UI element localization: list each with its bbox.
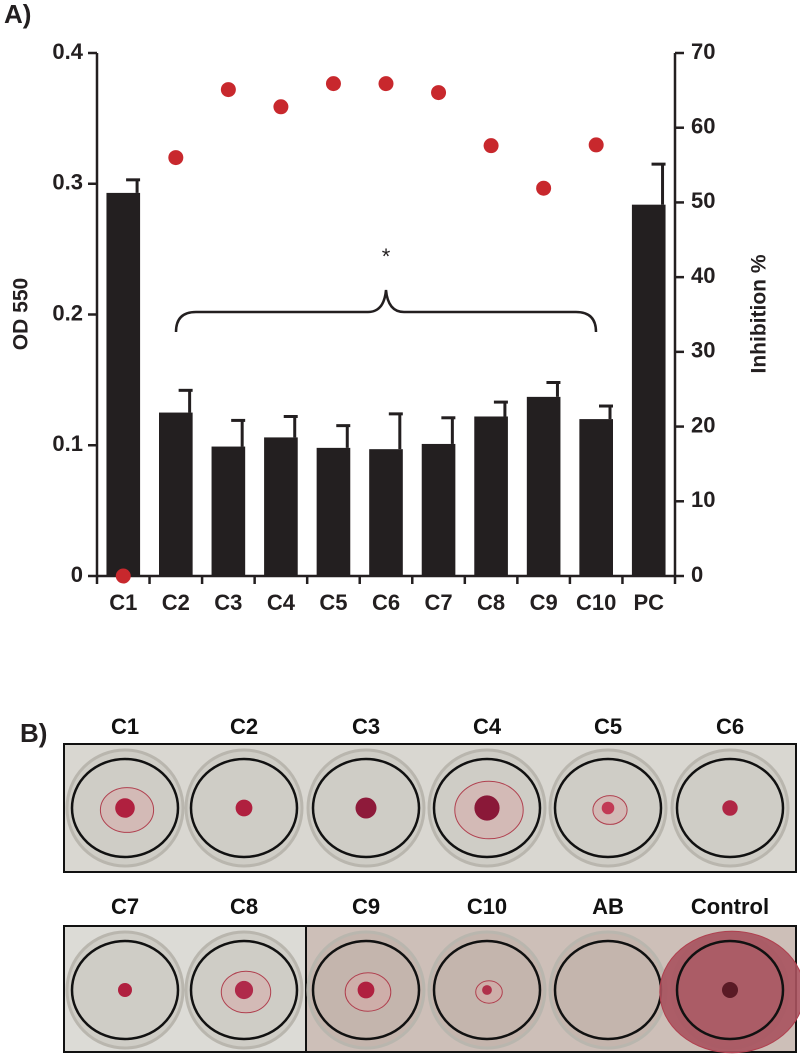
x-tick-label: C7 bbox=[424, 590, 452, 615]
well bbox=[548, 930, 668, 1050]
y2-tick-label: 70 bbox=[691, 39, 715, 64]
well-label: C3 bbox=[352, 714, 380, 739]
y-tick-label: 0.4 bbox=[52, 39, 83, 64]
point bbox=[273, 99, 289, 115]
biofilm-spot bbox=[234, 980, 254, 1000]
point bbox=[325, 76, 341, 92]
x-tick-label: C10 bbox=[576, 590, 616, 615]
y2-tick-label: 50 bbox=[691, 188, 715, 213]
biofilm-spot bbox=[482, 985, 492, 995]
point bbox=[220, 82, 236, 98]
y2-tick-label: 30 bbox=[691, 338, 715, 363]
well-label: C5 bbox=[594, 714, 622, 739]
well-outline bbox=[553, 757, 663, 859]
bar bbox=[474, 416, 508, 576]
point bbox=[588, 137, 604, 153]
well-outline bbox=[432, 757, 542, 859]
well-outline bbox=[311, 757, 421, 859]
well-label: C1 bbox=[111, 714, 139, 739]
bar bbox=[264, 437, 298, 576]
bar bbox=[316, 447, 351, 576]
biofilm-spot bbox=[357, 981, 375, 999]
x-tick-label: C4 bbox=[267, 590, 296, 615]
biofilm-spot bbox=[722, 800, 738, 816]
biofilm-spot bbox=[235, 799, 253, 817]
y2-tick-label: 40 bbox=[691, 263, 715, 288]
bar bbox=[106, 192, 141, 576]
well-label: C6 bbox=[716, 714, 744, 739]
x-tick-label: C3 bbox=[214, 590, 242, 615]
well-outline bbox=[432, 939, 542, 1041]
point bbox=[378, 76, 394, 92]
x-tick-label: C1 bbox=[109, 590, 137, 615]
point bbox=[483, 138, 499, 154]
point bbox=[536, 180, 552, 196]
bracket bbox=[174, 289, 598, 333]
bar bbox=[369, 449, 403, 576]
bar bbox=[159, 412, 193, 576]
y-axis-label: OD 550 bbox=[10, 278, 33, 350]
y2-tick-label: 10 bbox=[691, 487, 715, 512]
y-tick-label: 0 bbox=[71, 562, 83, 587]
well-label: C9 bbox=[352, 894, 380, 919]
y-tick-label: 0.3 bbox=[52, 170, 83, 195]
point bbox=[431, 85, 447, 101]
point bbox=[115, 568, 131, 584]
x-tick-label: C2 bbox=[162, 590, 190, 615]
x-tick-label: C9 bbox=[530, 590, 558, 615]
biofilm-spot bbox=[115, 798, 135, 818]
x-tick-label: C5 bbox=[319, 590, 347, 615]
well-label: Control bbox=[691, 894, 769, 919]
panel-label: B) bbox=[20, 718, 47, 748]
well-label: C10 bbox=[467, 894, 507, 919]
y2-tick-label: 60 bbox=[691, 114, 715, 139]
y-tick-label: 0.2 bbox=[52, 300, 83, 325]
biofilm-spot bbox=[601, 801, 615, 815]
bar bbox=[211, 446, 246, 576]
well-outline bbox=[675, 939, 785, 1041]
y2-axis-label: Inhibition % bbox=[748, 254, 771, 373]
well-outline bbox=[189, 939, 299, 1041]
wells bbox=[65, 748, 800, 1054]
well-outline bbox=[311, 939, 421, 1041]
well-label: C7 bbox=[111, 894, 139, 919]
x-tick-label: PC bbox=[633, 590, 664, 615]
well-label: C2 bbox=[230, 714, 258, 739]
x-tick-label: C8 bbox=[477, 590, 505, 615]
well-label: AB bbox=[592, 894, 624, 919]
well-label: C4 bbox=[473, 714, 502, 739]
well-outline bbox=[675, 757, 785, 859]
bar bbox=[631, 204, 666, 577]
y2-tick-label: 0 bbox=[691, 562, 703, 587]
x-tick-label: C6 bbox=[372, 590, 400, 615]
annotation: * bbox=[382, 244, 391, 269]
biofilm-spot bbox=[118, 983, 132, 997]
well-outline bbox=[189, 757, 299, 859]
y2-tick-label: 20 bbox=[691, 412, 715, 437]
bar bbox=[579, 419, 613, 576]
bar bbox=[421, 443, 456, 576]
bar bbox=[526, 396, 561, 576]
point bbox=[168, 150, 184, 166]
biofilm-spot bbox=[355, 797, 377, 819]
well-outline bbox=[70, 939, 180, 1041]
biofilm-spot bbox=[722, 982, 738, 998]
biofilm-spot bbox=[474, 795, 500, 821]
well-label: C8 bbox=[230, 894, 258, 919]
well-outline bbox=[70, 757, 180, 859]
panel-label: A) bbox=[4, 0, 31, 29]
y-tick-label: 0.1 bbox=[52, 431, 83, 456]
